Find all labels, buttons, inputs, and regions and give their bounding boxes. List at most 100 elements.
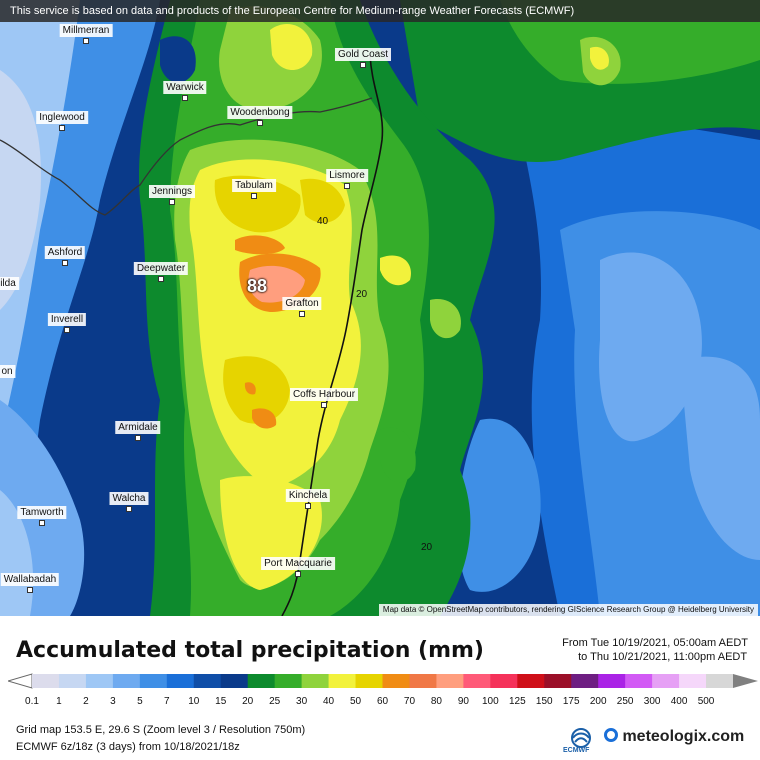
- legend-tick-label: 250: [616, 696, 634, 707]
- legend-arrow-low: [8, 673, 33, 689]
- meteologix-brand-text: meteologix.com: [622, 728, 745, 745]
- city-label: Tabulam: [232, 179, 276, 192]
- legend-swatch: [166, 674, 195, 688]
- legend-swatch: [490, 674, 518, 688]
- city-label: Inglewood: [36, 111, 88, 124]
- color-scale-legend: [8, 673, 758, 689]
- city-dot: [83, 38, 89, 44]
- period-from: From Tue 10/19/2021, 05:00am AEDT: [562, 637, 748, 649]
- legend-swatch: [85, 674, 114, 688]
- forecast-period: From Tue 10/19/2021, 05:00am AEDT to Thu…: [562, 636, 748, 664]
- city-label: ilda: [0, 277, 19, 290]
- legend-tick-label: 60: [376, 696, 389, 707]
- city-label: Kinchela: [285, 489, 331, 502]
- city-label: Wallabadah: [0, 573, 60, 586]
- city-dot: [299, 311, 305, 317]
- legend-tick-label: 70: [403, 696, 416, 707]
- legend-tick-labels: 0.1 1 2 3 5 7 10 15 20 25 30 40 50 60 70 80 90 100 125 150 1…: [0, 696, 760, 710]
- legend-swatch: [355, 674, 383, 688]
- legend-swatch: [193, 674, 222, 688]
- city-label: Inverell: [47, 313, 87, 326]
- city-label: Deepwater: [133, 262, 189, 275]
- city-label: Grafton: [282, 297, 322, 310]
- legend-tick-label: 300: [643, 696, 661, 707]
- city-label: Armidale: [115, 421, 161, 434]
- legend-swatch: [274, 674, 303, 688]
- peak-value-label: 88: [247, 276, 268, 296]
- legend-swatch: [247, 674, 276, 688]
- city-dot: [62, 260, 68, 266]
- legend-swatch: [328, 674, 357, 688]
- city-label: Gold Coast: [334, 48, 392, 61]
- legend-tick-label: 15: [215, 696, 227, 707]
- contour-label: 20: [356, 289, 368, 300]
- precipitation-map[interactable]: [0, 0, 760, 616]
- ecmwf-notice-banner: This service is based on data and produc…: [0, 0, 760, 22]
- legend-swatch: [112, 674, 141, 688]
- legend-swatch: [463, 674, 491, 688]
- precipitation-field: [0, 0, 760, 616]
- legend-swatch: [652, 674, 680, 688]
- city-label: Lismore: [326, 169, 368, 182]
- city-dot: [39, 520, 45, 526]
- legend-swatch: [58, 674, 87, 688]
- city-dot: [305, 503, 311, 509]
- legend-swatch: [544, 674, 572, 688]
- legend-swatch: [706, 674, 734, 688]
- legend-tick-label: 7: [164, 696, 170, 707]
- meteologix-logo-icon: [604, 728, 618, 742]
- legend-swatch: [382, 674, 410, 688]
- city-dot: [182, 95, 188, 101]
- city-dot: [135, 435, 141, 441]
- meteologix-brand[interactable]: meteologix.com: [604, 728, 744, 746]
- legend-swatch: [220, 674, 249, 688]
- legend-tick-label: 400: [670, 696, 688, 707]
- city-label: Jennings: [148, 185, 196, 198]
- legend-tick-label: 150: [535, 696, 553, 707]
- legend-tick-label: 30: [296, 696, 308, 707]
- city-dot: [158, 276, 164, 282]
- legend-tick-label: 80: [430, 696, 442, 707]
- legend-tick-label: 2: [83, 696, 89, 707]
- legend-tick-label: 90: [457, 696, 469, 707]
- legend-tick-label: 0.1: [25, 696, 39, 707]
- legend-tick-label: 40: [323, 696, 335, 707]
- model-info: ECMWF 6z/18z (3 days) from 10/18/2021/18…: [16, 741, 240, 753]
- legend-swatch: [301, 674, 330, 688]
- legend-swatch: [679, 674, 707, 688]
- legend-tick-label: 50: [349, 696, 362, 707]
- legend-tick-label: 200: [589, 696, 607, 707]
- city-label: Port Macquarie: [261, 557, 335, 570]
- city-label: Millmerran: [59, 24, 113, 37]
- legend-arrow-high: [733, 674, 758, 688]
- ecmwf-logo-text: ECMWF: [563, 747, 590, 754]
- city-label: on: [0, 365, 16, 378]
- city-label: Coffs Harbour: [289, 388, 359, 401]
- city-label: Warwick: [163, 81, 207, 94]
- period-to: to Thu 10/21/2021, 11:00pm AEDT: [578, 651, 748, 663]
- city-label: Woodenbong: [227, 106, 293, 119]
- legend-tick-label: 1: [56, 696, 62, 707]
- legend-swatch: [598, 674, 626, 688]
- legend-tick-label: 3: [110, 696, 116, 707]
- city-label: Tamworth: [17, 506, 67, 519]
- map-attribution[interactable]: Map data © OpenStreetMap contributors, r…: [378, 604, 758, 616]
- legend-tick-label: 10: [188, 696, 200, 707]
- ecmwf-logo-icon: [571, 728, 591, 748]
- legend-swatch: [409, 674, 437, 688]
- legend-swatch: [625, 674, 653, 688]
- city-dot: [321, 402, 327, 408]
- city-dot: [27, 587, 33, 593]
- city-dot: [257, 120, 263, 126]
- legend-swatch: [571, 674, 599, 688]
- city-dot: [344, 183, 350, 189]
- city-dot: [169, 199, 175, 205]
- grid-info: Grid map 153.5 E, 29.6 S (Zoom level 3 /…: [16, 724, 306, 736]
- legend-swatch: [32, 674, 60, 688]
- city-dot: [360, 62, 366, 68]
- legend-tick-label: 100: [482, 696, 499, 707]
- legend-tick-label: 175: [562, 696, 580, 707]
- legend-tick-label: 20: [242, 696, 254, 707]
- city-label: Walcha: [109, 492, 149, 505]
- legend-swatch: [139, 674, 168, 688]
